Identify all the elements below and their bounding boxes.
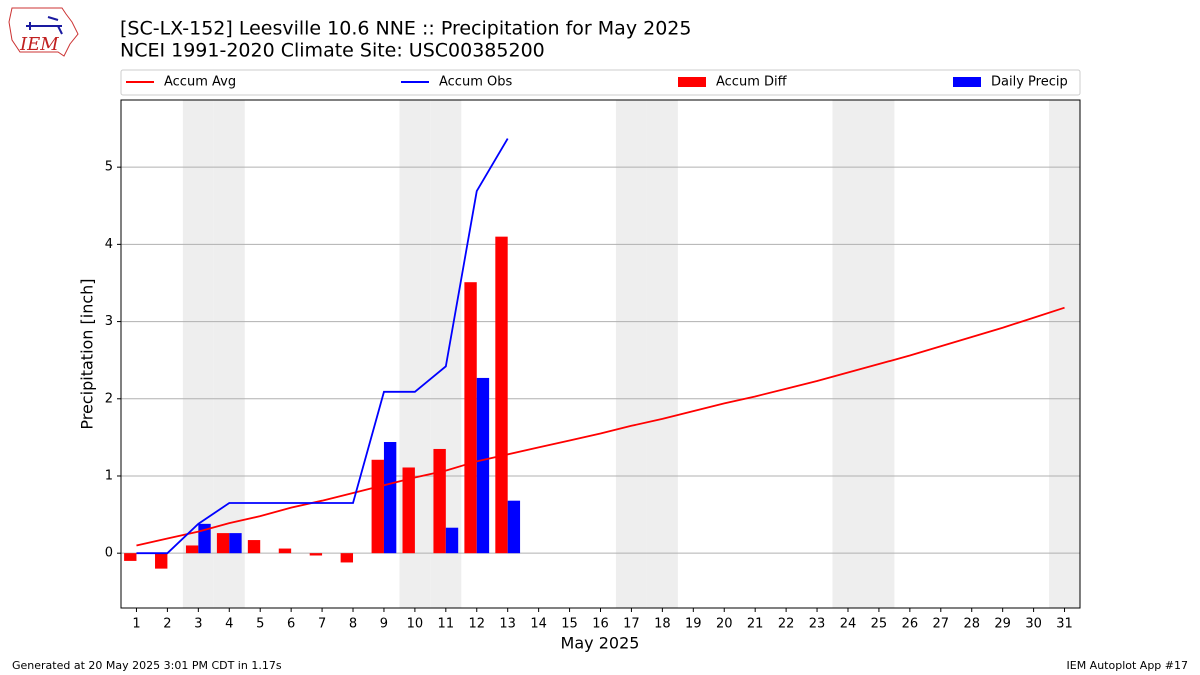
y-tick-label: 4 <box>105 237 113 252</box>
plot-frame <box>120 99 1081 609</box>
logo-icon <box>26 16 63 35</box>
x-tick-label: 29 <box>994 617 1011 632</box>
bar <box>383 442 397 554</box>
y-tick-label: 5 <box>105 160 113 175</box>
weekend-band <box>863 100 895 608</box>
footer-right: IEM Autoplot App #17 <box>1067 659 1189 672</box>
weekend-band <box>615 100 647 608</box>
bar <box>247 540 261 554</box>
x-tick-label: 2 <box>163 617 171 632</box>
x-tick-label: 13 <box>499 617 516 632</box>
line <box>136 306 1065 547</box>
x-tick-label: 9 <box>380 617 388 632</box>
weekend-band <box>1049 100 1080 608</box>
logo: IEM <box>8 7 79 57</box>
logo-outline <box>8 7 79 57</box>
x-tick-label: 27 <box>933 617 950 632</box>
logo-text: IEM <box>19 34 59 55</box>
x-tick-label: 10 <box>407 617 424 632</box>
x-tick-label: 19 <box>685 617 702 632</box>
bar <box>185 545 199 554</box>
x-axis-label: May 2025 <box>561 634 640 653</box>
legend-box <box>120 69 1081 96</box>
x-tick-label: 11 <box>438 617 455 632</box>
legend-swatch <box>953 77 981 87</box>
x-tick-label: 26 <box>902 617 919 632</box>
x-tick-label: 6 <box>287 617 295 632</box>
x-tick-label: 30 <box>1025 617 1042 632</box>
legend-label: Accum Obs <box>439 75 512 90</box>
bar <box>309 553 323 556</box>
x-tick-label: 5 <box>256 617 264 632</box>
bar <box>495 236 508 554</box>
bar <box>124 553 137 561</box>
y-axis-label: Precipitation [inch] <box>78 278 97 429</box>
y-tick-label: 1 <box>105 468 113 483</box>
x-tick-label: 4 <box>225 617 233 632</box>
line <box>136 138 509 555</box>
weekend-band <box>213 100 245 608</box>
bar <box>216 533 230 554</box>
plot-area <box>121 100 1080 608</box>
x-tick-label: 23 <box>809 617 826 632</box>
bar <box>464 282 477 554</box>
x-tick-label: 8 <box>349 617 357 632</box>
bar <box>402 467 415 554</box>
y-tick-label: 3 <box>105 314 113 329</box>
x-tick-label: 15 <box>561 617 578 632</box>
bar <box>433 448 446 554</box>
x-tick-label: 3 <box>194 617 202 632</box>
x-tick-label: 31 <box>1056 617 1073 632</box>
x-tick-label: 22 <box>778 617 795 632</box>
chart-subtitle: NCEI 1991-2020 Climate Site: USC00385200 <box>120 40 545 62</box>
bar <box>507 500 521 554</box>
legend-label: Daily Precip <box>991 75 1068 90</box>
legend-label: Accum Avg <box>164 75 236 90</box>
x-tick-label: 18 <box>654 617 671 632</box>
bar <box>155 553 168 569</box>
legend-swatch <box>678 77 706 87</box>
x-tick-label: 24 <box>840 617 857 632</box>
bar <box>476 377 490 554</box>
x-tick-label: 7 <box>318 617 326 632</box>
x-tick-label: 1 <box>132 617 140 632</box>
x-tick-label: 20 <box>716 617 733 632</box>
x-tick-label: 17 <box>623 617 640 632</box>
x-tick-label: 12 <box>468 617 485 632</box>
bar <box>371 459 384 554</box>
x-tick-label: 21 <box>747 617 764 632</box>
chart-title: [SC-LX-152] Leesville 10.6 NNE :: Precip… <box>120 18 691 40</box>
weekend-band <box>832 100 864 608</box>
x-tick-label: 16 <box>592 617 609 632</box>
bar <box>278 548 292 554</box>
x-tick-label: 28 <box>963 617 980 632</box>
y-tick-label: 0 <box>105 546 113 561</box>
bar <box>229 533 242 554</box>
legend-label: Accum Diff <box>716 75 788 90</box>
x-tick-label: 14 <box>530 617 547 632</box>
x-tick-label: 25 <box>871 617 888 632</box>
footer-left: Generated at 20 May 2025 3:01 PM CDT in … <box>12 659 282 672</box>
y-tick-label: 2 <box>105 391 113 406</box>
weekend-band <box>646 100 678 608</box>
bar <box>445 527 459 554</box>
bar <box>340 553 354 563</box>
